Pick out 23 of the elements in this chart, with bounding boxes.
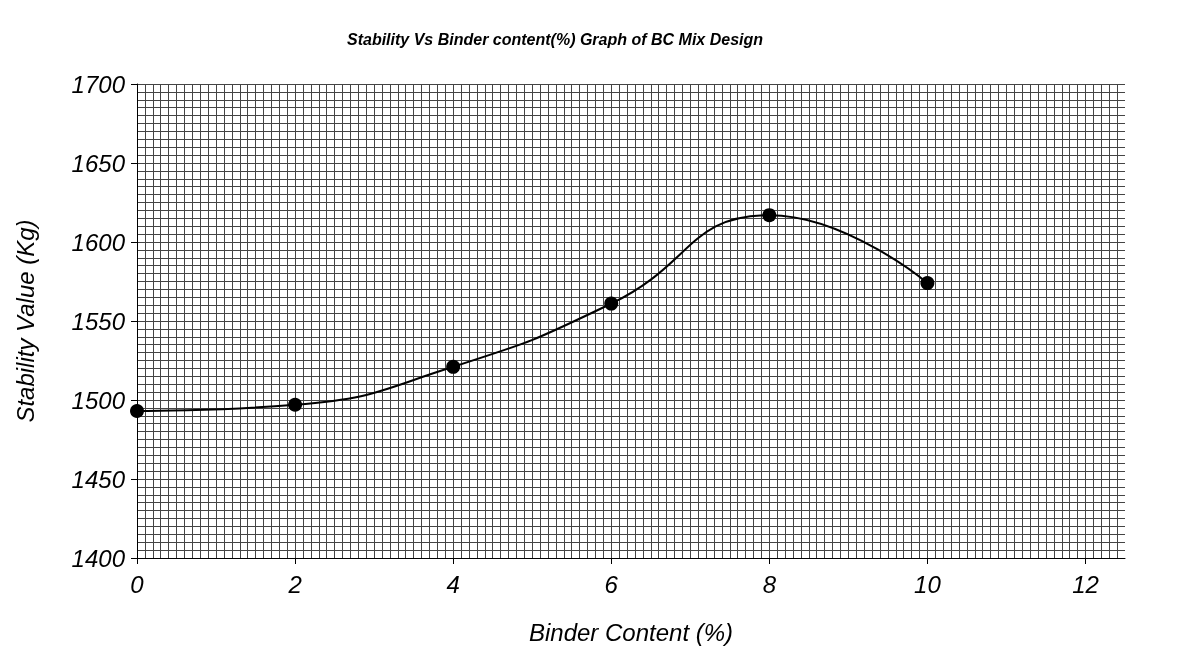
point <box>446 359 461 374</box>
y-tick-label: 1450 <box>71 465 126 493</box>
y-tick-label: 1650 <box>71 149 126 177</box>
x-tick-label: 12 <box>1072 570 1099 598</box>
y-tick-label: 1550 <box>71 307 126 335</box>
y-axis-title: Stability Value (Kg) <box>11 219 39 423</box>
x-tick-label: 8 <box>762 570 777 598</box>
x-tick-label: 0 <box>130 570 145 598</box>
chart-title: Stability Vs Binder content(%) Graph of BC Mix Design <box>346 30 764 48</box>
y-tick-label: 1400 <box>71 544 126 572</box>
y-tick-label: 1500 <box>71 386 126 414</box>
point <box>288 397 303 412</box>
x-axis-title: Binder Content (%) <box>528 618 734 646</box>
x-tick-label: 6 <box>604 570 619 598</box>
x-tick-label: 4 <box>446 570 460 598</box>
point <box>130 404 144 419</box>
y-tick-label: 1600 <box>71 228 126 256</box>
x-tick-label: 2 <box>287 570 302 598</box>
y-tick-label: 1700 <box>71 70 126 98</box>
x-tick-label: 10 <box>914 570 942 598</box>
point <box>920 276 935 291</box>
point <box>762 208 777 223</box>
point <box>604 296 619 311</box>
